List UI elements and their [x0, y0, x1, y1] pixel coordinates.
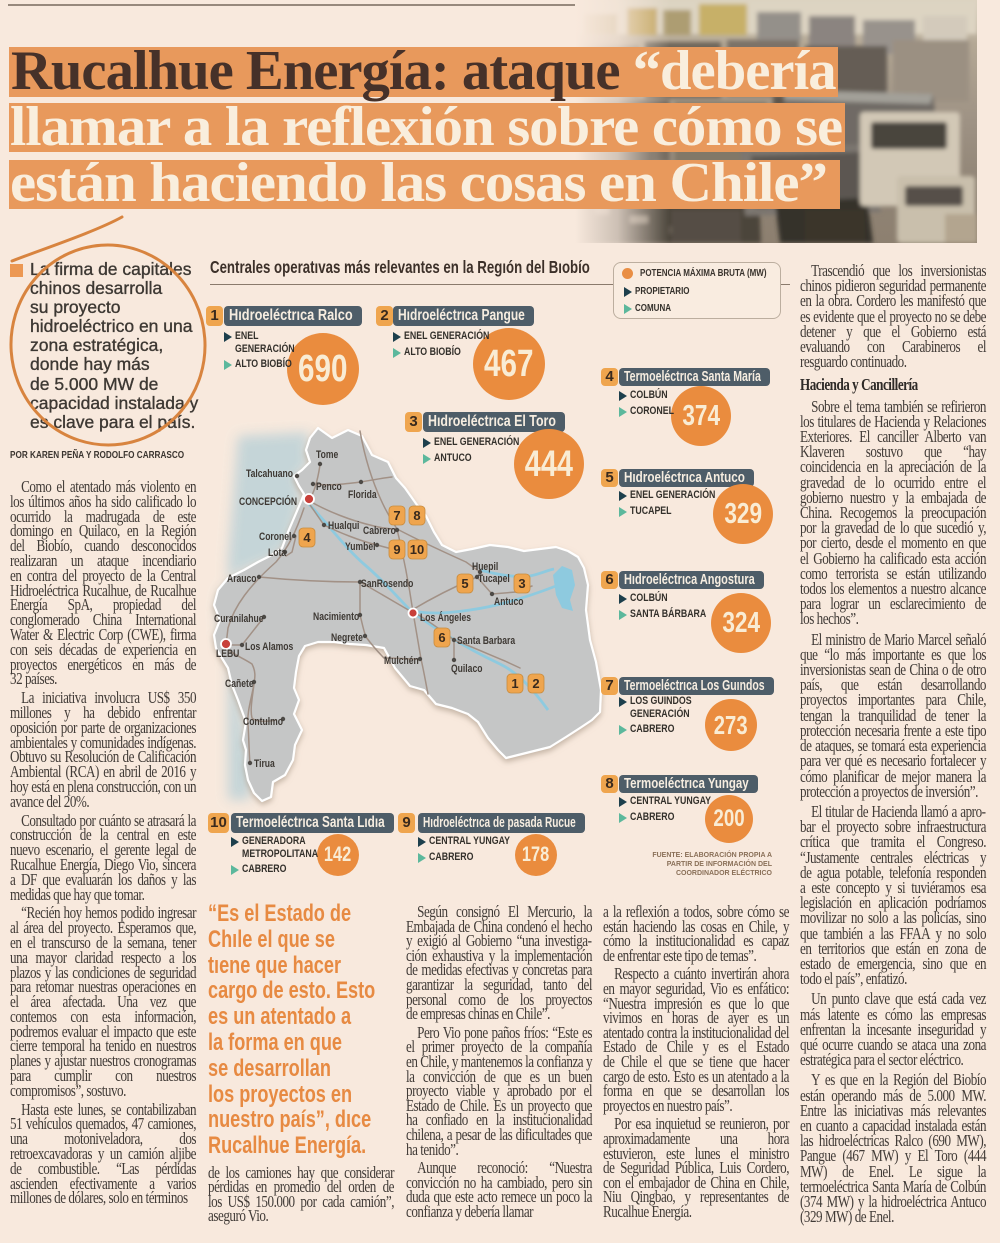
svg-text:2: 2 [532, 676, 539, 691]
svg-text:4: 4 [303, 530, 311, 545]
svg-text:Huepil: Huepil [472, 561, 498, 573]
svg-text:LEBU: LEBU [216, 648, 239, 660]
svg-text:9: 9 [393, 542, 400, 557]
svg-text:Quilaco: Quilaco [451, 663, 482, 675]
svg-text:Tirua: Tirua [254, 758, 275, 770]
svg-text:5: 5 [461, 576, 468, 591]
svg-text:Los Ángeles: Los Ángeles [420, 612, 471, 624]
svg-text:Curanilahue: Curanilahue [214, 613, 264, 625]
svg-text:Santa Barbara: Santa Barbara [457, 635, 516, 647]
svg-text:SanRosendo: SanRosendo [361, 578, 413, 590]
svg-text:Tucapel: Tucapel [478, 573, 510, 585]
svg-text:Nacimiento: Nacimiento [313, 611, 359, 623]
svg-text:Hualqui: Hualqui [328, 520, 360, 532]
svg-text:Arauco: Arauco [227, 573, 257, 585]
svg-text:10: 10 [410, 542, 424, 557]
svg-text:Coronel: Coronel [259, 531, 292, 543]
svg-text:Lota: Lota [268, 547, 287, 559]
svg-text:8: 8 [413, 508, 420, 523]
svg-text:Los Alamos: Los Alamos [245, 641, 294, 653]
svg-text:Yumbel: Yumbel [345, 541, 376, 553]
svg-text:CONCEPCIÓN: CONCEPCIÓN [239, 495, 297, 508]
svg-text:Talcahuano: Talcahuano [246, 468, 293, 480]
svg-text:Mulchén: Mulchén [384, 655, 419, 667]
svg-text:Cañete: Cañete [225, 678, 254, 690]
svg-text:Cabrero: Cabrero [363, 525, 396, 537]
svg-text:6: 6 [438, 630, 445, 645]
svg-text:Negrete: Negrete [331, 632, 363, 644]
svg-text:7: 7 [393, 508, 400, 523]
svg-text:Contulmo: Contulmo [243, 716, 283, 728]
svg-text:Penco: Penco [316, 481, 342, 493]
svg-text:3: 3 [518, 576, 525, 591]
svg-text:1: 1 [511, 676, 518, 691]
svg-text:Tome: Tome [316, 449, 339, 461]
svg-text:Florida: Florida [348, 489, 377, 501]
svg-text:Antuco: Antuco [494, 596, 524, 608]
